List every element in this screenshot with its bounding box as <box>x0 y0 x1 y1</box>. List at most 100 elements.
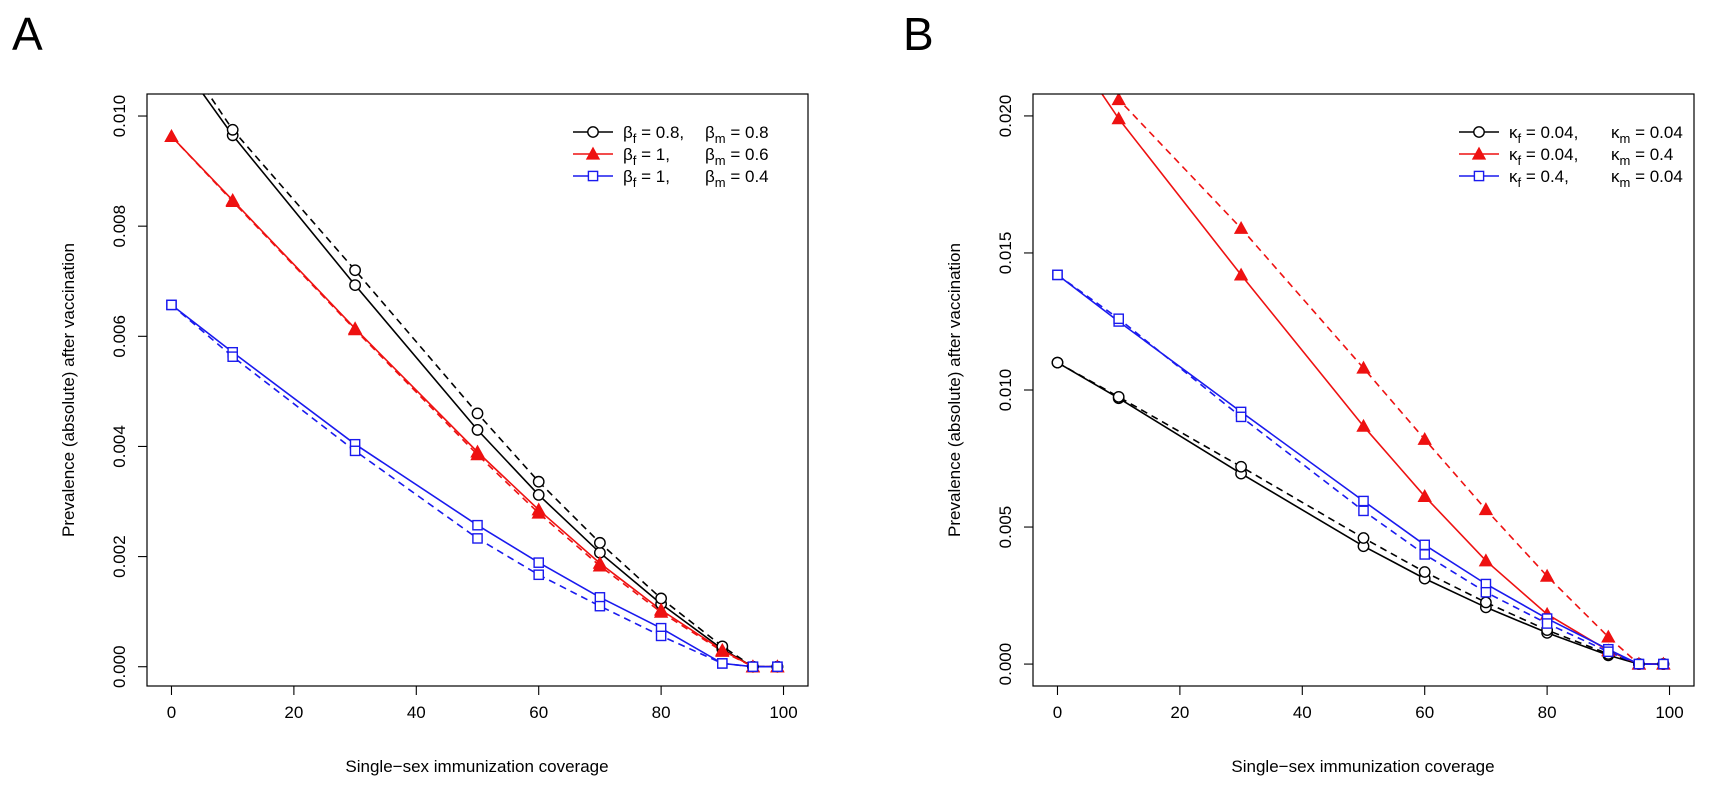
legend-label: κf = 0.4, κm = 0.04 <box>1509 167 1683 190</box>
legend-value: 0.8 <box>745 123 769 142</box>
series-line-5 <box>170 304 778 668</box>
x-tick-label: 0 <box>1053 703 1062 722</box>
data-point <box>1419 549 1431 560</box>
legend-item: κf = 0.04, κm = 0.4 <box>1459 145 1673 168</box>
legend: βf = 0.8, βm = 0.8βf = 1, βm = 0.6βf = 1, β… <box>573 123 769 190</box>
data-point <box>533 569 545 581</box>
data-point <box>471 424 484 436</box>
series-markers-2 <box>164 129 785 673</box>
legend-value: 0.04 <box>1650 167 1683 186</box>
series-markers-0 <box>166 45 784 673</box>
data-point <box>715 643 730 657</box>
data-point <box>472 519 483 531</box>
data-point <box>166 34 176 44</box>
data-point <box>1113 313 1124 325</box>
data-point <box>1233 267 1249 281</box>
data-point <box>226 123 239 136</box>
legend-equals: = <box>636 167 655 186</box>
data-point <box>1356 360 1371 374</box>
legend-swatch-marker <box>587 170 599 182</box>
data-point <box>1478 553 1494 567</box>
legend-symbol: β <box>623 123 633 142</box>
legend-swatch-marker <box>585 146 601 160</box>
data-point <box>655 630 667 642</box>
legend-symbol: κ <box>1509 145 1518 164</box>
data-point <box>166 45 176 55</box>
data-point <box>532 475 545 488</box>
data-point <box>1357 532 1370 544</box>
data-point <box>1235 460 1247 473</box>
data-point <box>1417 489 1432 502</box>
series-line-1 <box>1057 361 1664 665</box>
legend-subscript: f <box>633 175 637 190</box>
data-point <box>349 264 361 277</box>
series-line-4 <box>171 304 778 668</box>
legend-equals: = <box>1630 123 1649 142</box>
plot-frame <box>146 93 809 687</box>
data-point <box>225 194 240 207</box>
data-point <box>1112 390 1125 403</box>
data-point <box>349 445 361 457</box>
series-line-3 <box>1114 94 1664 665</box>
legend-label: κf = 0.04, κm = 0.4 <box>1509 145 1673 168</box>
data-point <box>1478 502 1494 516</box>
series-markers-5 <box>166 299 783 673</box>
data-point <box>1539 568 1555 582</box>
series-markers-3 <box>164 129 785 673</box>
legend-item: βf = 0.8, βm = 0.8 <box>573 123 769 146</box>
y-tick-label: 0.005 <box>996 506 1015 549</box>
y-tick-label: 0.020 <box>996 95 1015 138</box>
data-point <box>1233 220 1249 234</box>
x-tick-label: 80 <box>652 703 671 722</box>
legend-symbol: κ <box>1509 123 1518 142</box>
legend-equals: = <box>726 123 745 142</box>
data-point <box>1051 22 1064 34</box>
data-point <box>653 604 669 618</box>
series-markers-1 <box>166 34 784 673</box>
data-point <box>747 661 759 673</box>
legend-symbol: β <box>705 145 715 164</box>
x-tick-label: 40 <box>407 703 426 722</box>
legend-label: βf = 0.8, βm = 0.8 <box>623 123 769 146</box>
legend-equals: = <box>636 123 655 142</box>
legend-subscript: f <box>633 153 637 168</box>
y-tick-label: 0.010 <box>996 369 1015 412</box>
legend-equals: = <box>726 167 745 186</box>
legend-subscript: f <box>1518 175 1522 190</box>
legend-value: 0.4, <box>1541 167 1569 186</box>
legend-label: βf = 1, βm = 0.4 <box>623 167 769 190</box>
x-axis-label: Single−sex immunization coverage <box>1231 757 1494 776</box>
y-tick-label: 0.004 <box>110 425 129 468</box>
series-line-4 <box>1057 274 1664 665</box>
plot-area <box>1051 0 1671 670</box>
legend-symbol: β <box>705 167 715 186</box>
data-point <box>772 661 783 673</box>
legend-subscript: m <box>1620 175 1631 190</box>
legend-subscript: m <box>715 175 726 190</box>
panel-letter: B <box>903 8 934 60</box>
data-point <box>717 658 728 669</box>
data-point <box>472 533 483 544</box>
data-point <box>1111 111 1126 125</box>
legend-symbol: β <box>623 167 633 186</box>
legend-equals: = <box>636 145 655 164</box>
data-point <box>471 407 484 420</box>
data-point <box>227 351 238 362</box>
series-line-5 <box>1057 274 1664 665</box>
y-tick-label: 0.010 <box>110 95 129 138</box>
data-point <box>1358 505 1369 517</box>
series-line-0 <box>202 94 778 668</box>
y-tick-label: 0.006 <box>110 315 129 358</box>
legend-value: 0.04, <box>1541 123 1579 142</box>
data-point <box>1417 432 1432 445</box>
data-point <box>1051 0 1064 11</box>
legend-equals: = <box>1521 123 1540 142</box>
series-line-2 <box>170 135 778 668</box>
legend-value: 0.04 <box>1650 123 1683 142</box>
data-point <box>1418 566 1431 578</box>
series-markers-4 <box>1052 269 1669 670</box>
x-tick-label: 20 <box>1170 703 1189 722</box>
legend-swatch-marker <box>1473 170 1485 182</box>
series-markers-5 <box>1052 269 1669 670</box>
data-point <box>1541 618 1553 629</box>
